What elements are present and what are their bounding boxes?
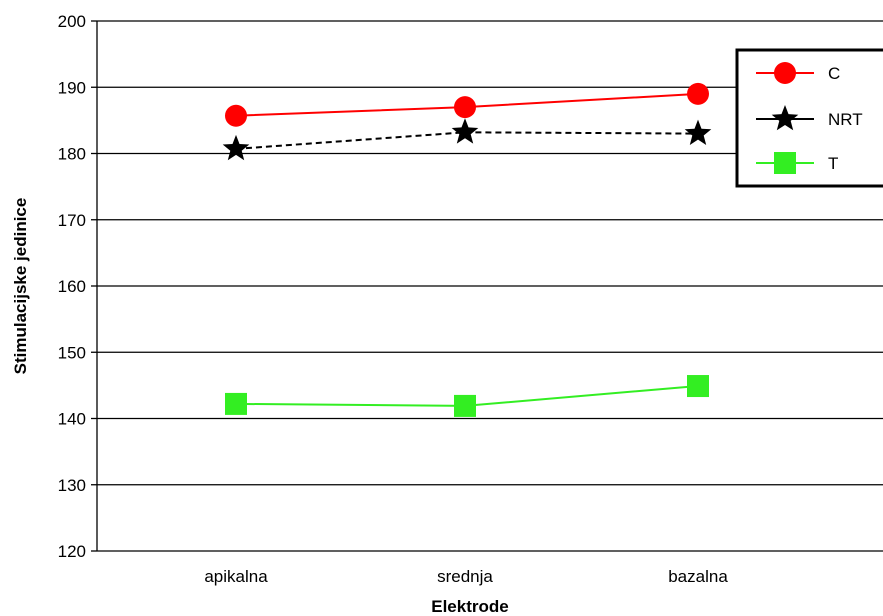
y-tick-label: 180	[58, 145, 86, 164]
y-tick-labels: 120 130 140 150 160 170 180 190 200	[58, 12, 86, 561]
legend-label-c: C	[828, 64, 840, 83]
y-axis-title: Stimulacijske jedinice	[11, 198, 30, 375]
series-c	[225, 82, 709, 127]
y-tick-label: 120	[58, 542, 86, 561]
x-tick-labels: apikalna srednja bazalna	[204, 567, 728, 586]
legend: C NRT T	[735, 48, 883, 188]
y-tick-label: 170	[58, 211, 86, 230]
data-point-nrt	[451, 118, 479, 144]
series-line-nrt	[235, 131, 699, 150]
y-tick-label: 150	[58, 343, 86, 362]
legend-marker-t	[774, 152, 796, 174]
y-tick-label: 190	[58, 78, 86, 97]
legend-label-t: T	[828, 154, 838, 173]
legend-label-nrt: NRT	[828, 110, 863, 129]
series-t	[225, 375, 709, 417]
x-tick-label: bazalna	[668, 567, 728, 586]
data-point-t	[225, 392, 247, 415]
data-point-c	[687, 82, 709, 105]
y-tick-label: 200	[58, 12, 86, 31]
x-axis-title: Elektrode	[431, 597, 508, 616]
y-tick-label: 140	[58, 410, 86, 429]
x-tick-label: apikalna	[204, 567, 268, 586]
data-point-c	[454, 96, 476, 119]
y-tick-label: 160	[58, 277, 86, 296]
data-point-c	[225, 104, 247, 127]
data-point-t	[687, 375, 709, 398]
series-nrt	[222, 118, 712, 161]
data-point-t	[454, 394, 476, 417]
series-group	[222, 82, 712, 417]
legend-marker-nrt	[771, 105, 799, 131]
legend-marker-c	[774, 62, 796, 84]
y-tick-label: 130	[58, 476, 86, 495]
data-point-nrt	[222, 134, 250, 161]
x-tick-label: srednja	[437, 567, 493, 586]
axes	[91, 20, 98, 552]
data-point-nrt	[684, 119, 712, 145]
grid-lines	[97, 20, 883, 552]
